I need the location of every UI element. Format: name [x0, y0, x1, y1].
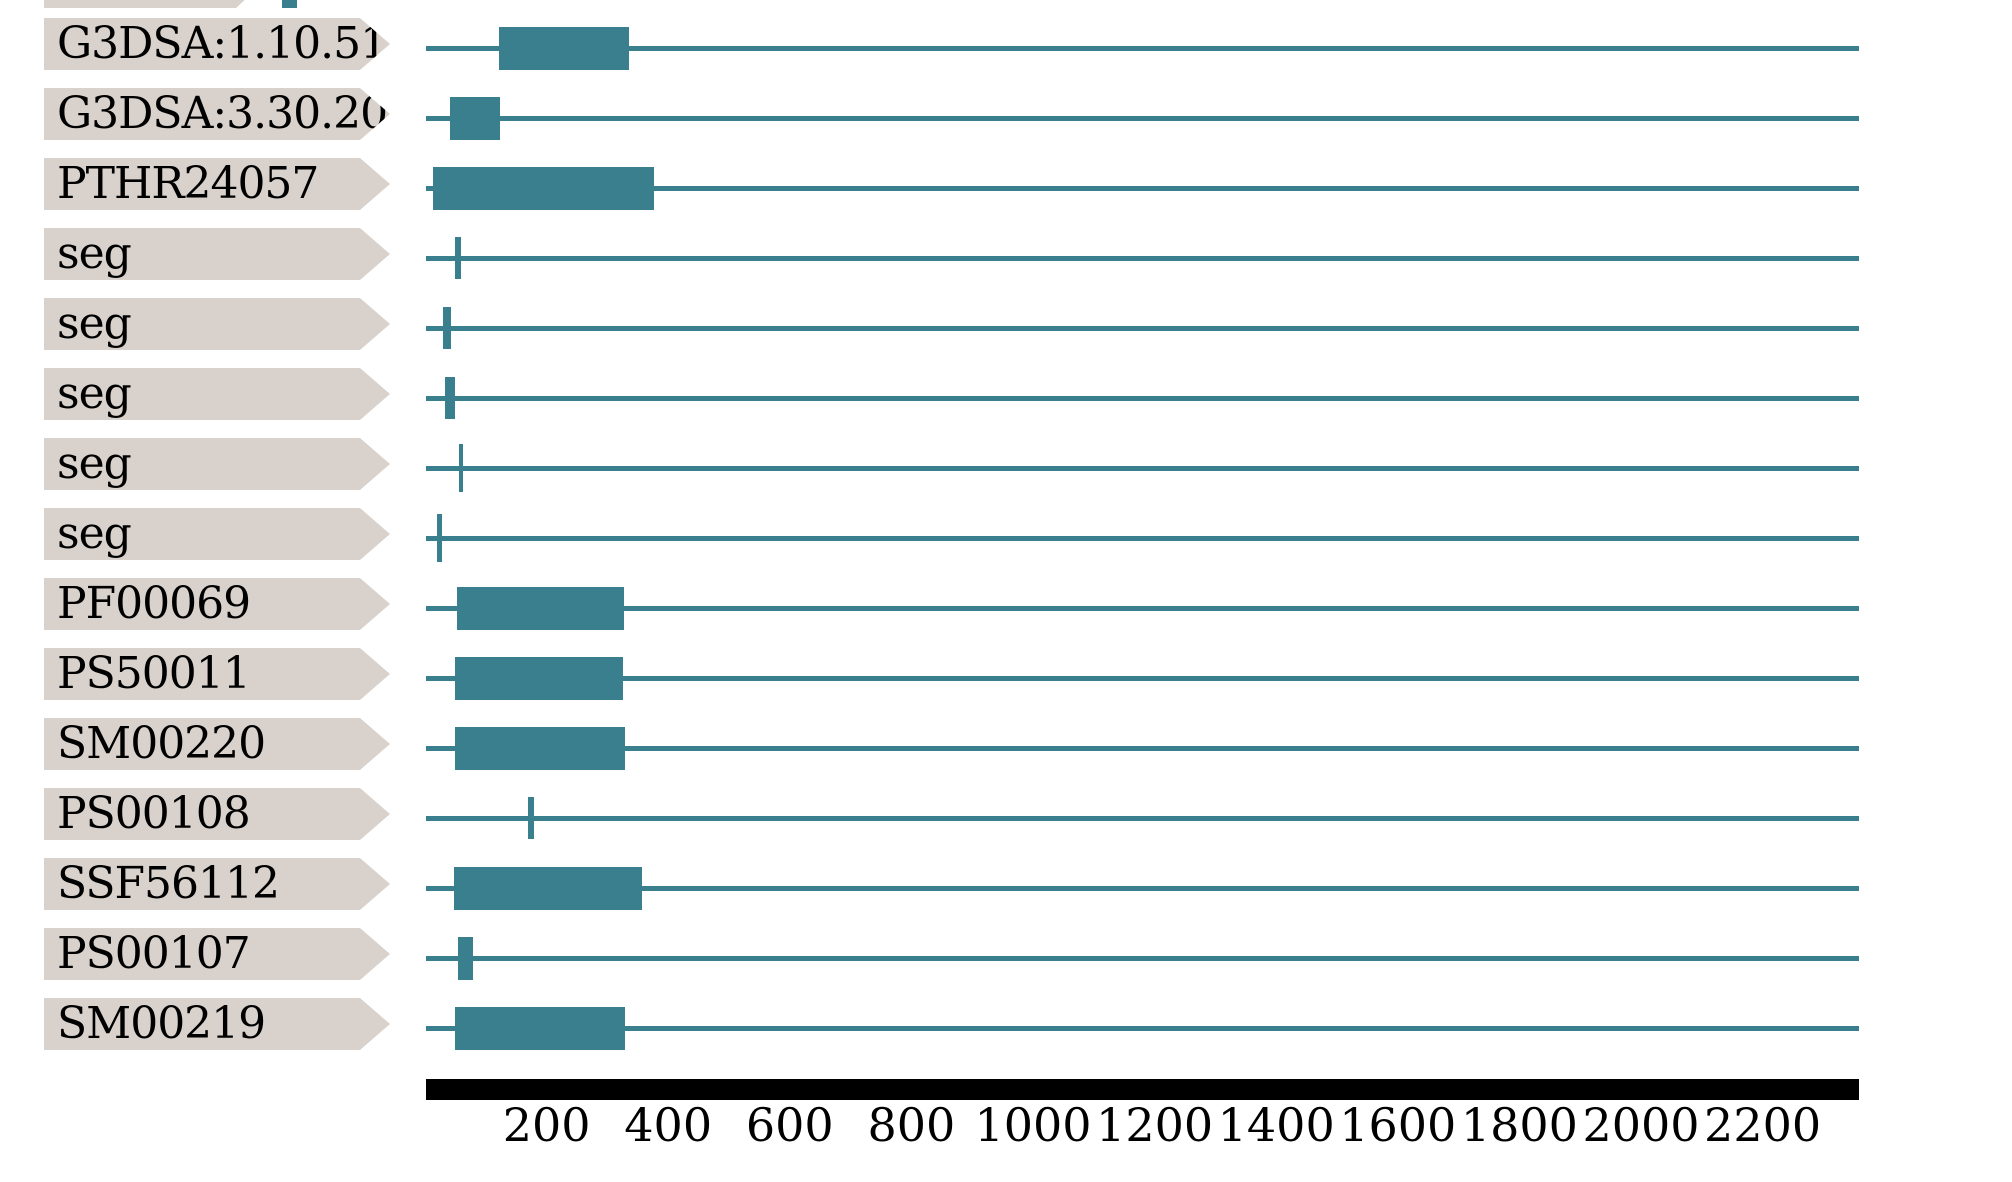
sequence-line [426, 886, 1859, 891]
feature-match-tick-thin[interactable] [437, 514, 443, 562]
axis-tick-label: 1400 [1217, 1098, 1335, 1152]
feature-match-box[interactable] [457, 587, 624, 630]
feature-label-tag[interactable]: seg [44, 368, 390, 420]
axis-tick-label: 400 [624, 1098, 713, 1152]
axis-tick-label: 600 [745, 1098, 834, 1152]
sequence-line [426, 466, 1859, 471]
axis-tick-label: 200 [502, 1098, 591, 1152]
feature-label-tag[interactable]: G3DSA:1.10.510.10 [44, 18, 390, 70]
sequence-line [426, 676, 1859, 681]
feature-label: G3DSA:1.10.510.10 [57, 18, 482, 69]
sequence-line [426, 536, 1859, 541]
feature-label-tag[interactable]: SSF56112 [44, 858, 390, 910]
feature-label: PS00108 [57, 788, 251, 839]
feature-label: PTHR24057 [57, 158, 319, 209]
feature-label: G3DSA:3.30.200.20 [57, 88, 482, 139]
axis-tick-label: 1600 [1339, 1098, 1457, 1152]
feature-match-tick[interactable] [445, 377, 455, 419]
feature-label-tag[interactable]: PS50011 [44, 648, 390, 700]
feature-label: seg [57, 368, 132, 419]
sequence-line [426, 186, 1859, 191]
feature-label: SM00219 [57, 998, 266, 1049]
feature-label-tag[interactable]: seg [44, 438, 390, 490]
feature-label-tag[interactable]: seg [44, 508, 390, 560]
sequence-line [426, 1026, 1859, 1031]
feature-match-box[interactable] [454, 1007, 626, 1050]
feature-label-tag[interactable]: PF00069 [44, 578, 390, 630]
feature-label: PS50011 [57, 648, 251, 699]
feature-match-tick[interactable] [527, 797, 534, 839]
feature-label-tag[interactable]: PS00107 [44, 928, 390, 980]
feature-tick-partial[interactable] [282, 0, 297, 8]
sequence-line [426, 606, 1859, 611]
feature-label-tag[interactable]: G3DSA:3.30.200.20 [44, 88, 390, 140]
sequence-line [426, 116, 1859, 121]
feature-label-tag[interactable]: PTHR24057 [44, 158, 390, 210]
axis-tick-label: 800 [867, 1098, 956, 1152]
axis-tick-label: 2200 [1704, 1098, 1822, 1152]
feature-match-box[interactable] [432, 167, 655, 210]
feature-label-tag[interactable]: SM00219 [44, 998, 390, 1050]
feature-match-box[interactable] [454, 727, 626, 770]
feature-label: SSF56112 [57, 858, 280, 909]
feature-label: seg [57, 228, 132, 279]
sequence-line [426, 256, 1859, 261]
axis-tick-label: 1800 [1460, 1098, 1578, 1152]
sequence-line [426, 326, 1859, 331]
sequence-line [426, 746, 1859, 751]
feature-label-tag[interactable]: SM00220 [44, 718, 390, 770]
feature-label-tag[interactable]: PS00108 [44, 788, 390, 840]
feature-match-box[interactable] [454, 657, 624, 700]
axis-tick-label: 1000 [974, 1098, 1092, 1152]
sequence-line [426, 816, 1859, 821]
axis-tick-label: 1200 [1096, 1098, 1214, 1152]
feature-label: seg [57, 508, 132, 559]
feature-label: seg [57, 298, 132, 349]
feature-label-tag[interactable]: seg [44, 298, 390, 350]
sequence-line [426, 396, 1859, 401]
feature-label: SM00220 [57, 718, 266, 769]
sequence-line [426, 956, 1859, 961]
feature-label: PS00107 [57, 928, 251, 979]
feature-label-tag[interactable]: seg [44, 228, 390, 280]
feature-match-tick[interactable] [443, 307, 452, 349]
feature-label: seg [57, 438, 132, 489]
feature-match-box[interactable] [457, 937, 474, 980]
axis-bar [426, 1079, 1859, 1100]
feature-match-box[interactable] [449, 97, 500, 140]
feature-match-box[interactable] [499, 27, 630, 70]
feature-label: PF00069 [57, 578, 251, 629]
axis-tick-label: 2000 [1582, 1098, 1700, 1152]
feature-match-tick[interactable] [454, 237, 461, 279]
sequence-line [426, 46, 1859, 51]
feature-match-tick-thin[interactable] [459, 444, 464, 492]
feature-match-box[interactable] [454, 867, 643, 910]
feature-label-tag-partial[interactable] [44, 0, 264, 8]
